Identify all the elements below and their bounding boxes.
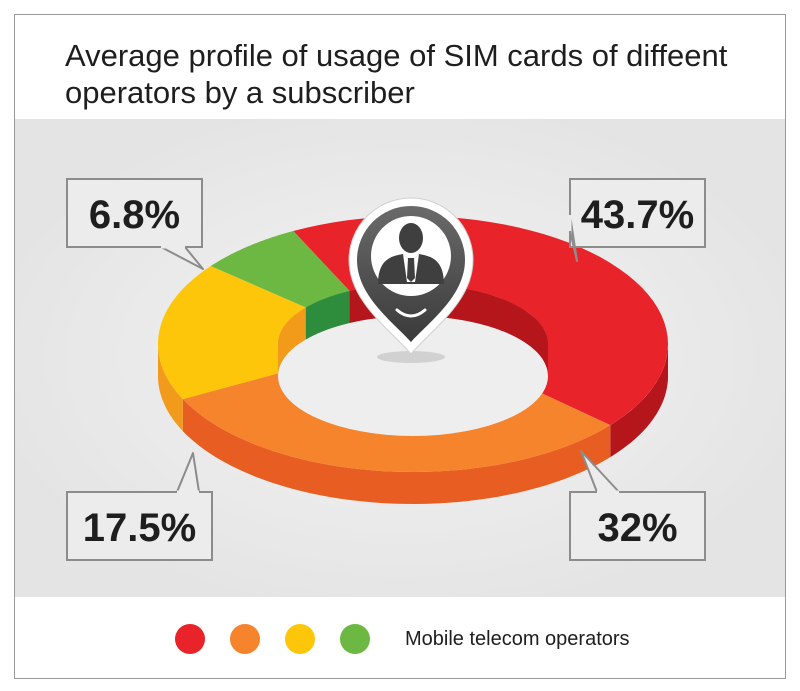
donut-outer-side	[182, 399, 611, 504]
chart-panel: 43.7% 32% 17.5% 6.8%	[15, 119, 785, 597]
legend: Mobile telecom operators	[15, 597, 785, 678]
person-head	[399, 223, 423, 253]
donut-inner-wall	[305, 291, 350, 340]
legend-swatch	[285, 624, 315, 654]
legend-swatch	[175, 624, 205, 654]
donut-outer-side	[610, 344, 668, 458]
donut-outer-side	[158, 344, 183, 432]
data-label-text: 43.7%	[581, 193, 694, 237]
chart-frame: Average profile of usage of SIM cards of…	[14, 14, 786, 679]
chart-title: Average profile of usage of SIM cards of…	[65, 38, 728, 110]
donut-slice	[158, 266, 306, 400]
data-label-box	[66, 178, 203, 248]
data-label-callouts: 43.7% 32% 17.5% 6.8%	[66, 178, 706, 561]
legend-swatch	[230, 624, 260, 654]
user-pin-icon	[348, 197, 474, 363]
legend-label: Mobile telecom operators	[405, 628, 630, 650]
data-label-box	[569, 178, 706, 248]
donut-slice	[210, 231, 350, 308]
pin-shadow	[377, 351, 445, 363]
data-label-text: 32%	[597, 506, 677, 550]
donut-chart: 43.7% 32% 17.5% 6.8%	[15, 119, 785, 597]
data-label-box	[66, 491, 213, 561]
data-label: 6.8%	[66, 178, 204, 270]
donut-inner-wall	[278, 307, 306, 376]
donut-sides	[158, 344, 668, 504]
data-label: 43.7%	[568, 178, 706, 262]
data-label-text: 6.8%	[89, 193, 180, 237]
legend-swatch	[340, 624, 370, 654]
donut-hole-floor	[278, 316, 548, 436]
data-label-box	[569, 491, 706, 561]
data-label: 17.5%	[66, 452, 213, 561]
data-label: 32%	[569, 450, 706, 561]
data-label-text: 17.5%	[83, 506, 196, 550]
person-tie	[407, 258, 415, 282]
pin-chevron	[395, 308, 427, 318]
